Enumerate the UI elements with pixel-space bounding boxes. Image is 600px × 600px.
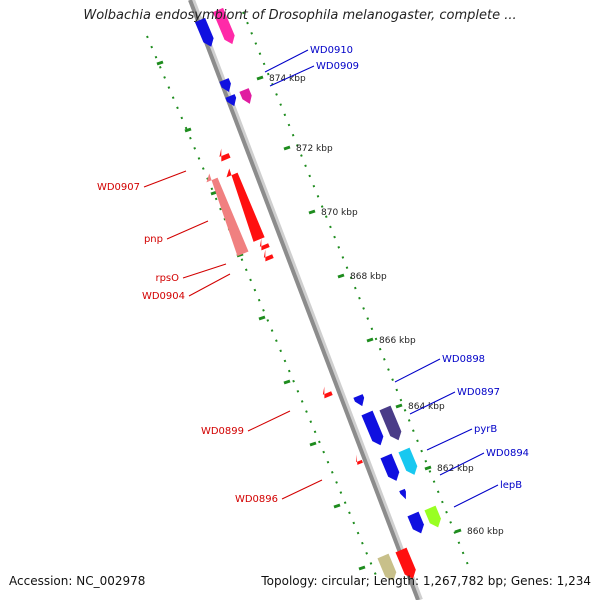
gene-label: pnp — [144, 234, 163, 245]
gene-label: pyrB — [474, 424, 497, 435]
gene-leader-line — [394, 358, 441, 383]
ruler-layer: 874 kbp 872 kbp 870 kbp 868 kbp 866 kbp 864 k… — [146, 11, 504, 581]
gene-block-WD0898 — [379, 405, 402, 441]
gene-leader-line — [269, 65, 315, 87]
tick-label: 860 kbp — [467, 527, 504, 537]
gene-block-blue-small — [225, 94, 237, 107]
gene-block-blue-c — [380, 453, 400, 481]
gene-block-WD0904 — [263, 249, 274, 262]
ruler-tick — [308, 209, 316, 215]
gene-label: WD0897 — [457, 387, 500, 398]
map-title: Wolbachia endosymbiont of Drosophila mel… — [83, 8, 517, 23]
gene-block-pnp — [206, 173, 249, 257]
ruler-tick — [283, 145, 291, 151]
gene-label: WD0904 — [142, 291, 185, 302]
ruler-tick — [156, 60, 164, 66]
gene-block-WD0896 — [356, 454, 363, 465]
gene-block-lepB — [424, 505, 441, 528]
tick-label: 870 kbp — [321, 208, 358, 218]
gene-block-blue — [194, 17, 214, 47]
tick-label: 862 kbp — [437, 464, 474, 474]
ruler-tick — [258, 315, 266, 321]
ruler-tick — [256, 75, 264, 81]
ruler-tick — [337, 273, 345, 279]
gene-label: lepB — [500, 480, 522, 491]
gene-block-tan — [377, 553, 397, 581]
gene-block-WD0909 — [239, 88, 252, 104]
gene-block-WD0899 — [322, 386, 333, 399]
gene-leader-line — [426, 428, 473, 451]
gene-leader-line — [188, 273, 231, 297]
gene-block-pink — [212, 7, 235, 45]
tick-label: 874 kbp — [269, 74, 306, 84]
gene-label: WD0910 — [310, 45, 353, 56]
gene-block-small-blue — [353, 394, 365, 407]
ruler-tick — [366, 337, 374, 343]
tick-label: 868 kbp — [350, 272, 387, 282]
backbone-layer — [188, 0, 423, 600]
gene-label: WD0909 — [316, 61, 359, 72]
gene-block-blue-d — [407, 511, 424, 534]
ruler-tick — [395, 403, 403, 409]
gene-leader-line — [281, 479, 323, 500]
accession-value: NC_002978 — [76, 574, 146, 588]
ruler-tick — [283, 379, 291, 385]
gene-block-blue-b — [361, 410, 384, 446]
gene-leader-line — [409, 391, 456, 415]
topology-info: Topology: circular; Length: 1,267,782 bp… — [261, 574, 591, 588]
label-layer: WD0910 WD0909 WD0898 WD0897 pyrB WD0894 lepB WD… — [97, 45, 529, 508]
gene-block-blue-tiny — [399, 488, 406, 500]
ruler-outer — [242, 11, 469, 566]
gene-block-red-bottom — [395, 547, 416, 579]
gene-leader-line — [453, 484, 499, 508]
gene-layer — [194, 7, 441, 581]
gene-label: WD0899 — [201, 426, 244, 437]
ruler-tick — [424, 465, 432, 471]
gene-leader-line — [439, 452, 485, 476]
accession-label: Accession: — [9, 574, 73, 588]
ruler-tick — [454, 528, 462, 534]
tick-label: 872 kbp — [296, 144, 333, 154]
gene-label: WD0896 — [235, 494, 278, 505]
gene-label: WD0907 — [97, 182, 140, 193]
ruler-tick — [358, 565, 366, 571]
gene-leader-line — [143, 170, 187, 188]
backbone — [188, 0, 420, 600]
tick-label: 866 kbp — [379, 336, 416, 346]
gene-leader-line — [247, 410, 291, 432]
gene-leader-line — [166, 220, 209, 240]
ruler-tick — [184, 127, 192, 133]
gene-block-WD0907 — [219, 148, 231, 162]
tick-label: 864 kbp — [408, 402, 445, 412]
ruler-tick — [309, 441, 317, 447]
gene-leader-line — [182, 263, 227, 279]
ruler-tick — [333, 503, 341, 509]
gene-leader-line — [264, 49, 309, 73]
accession-info: Accession: NC_002978 — [9, 574, 145, 588]
gene-block-red-long — [226, 168, 265, 242]
gene-label: WD0898 — [442, 354, 485, 365]
gene-block-rpsO — [259, 238, 270, 251]
gene-label: WD0894 — [486, 448, 529, 459]
gene-block-WD0910 — [219, 78, 231, 92]
gene-label: rpsO — [155, 273, 179, 284]
gene-block-pyrB — [398, 447, 418, 475]
